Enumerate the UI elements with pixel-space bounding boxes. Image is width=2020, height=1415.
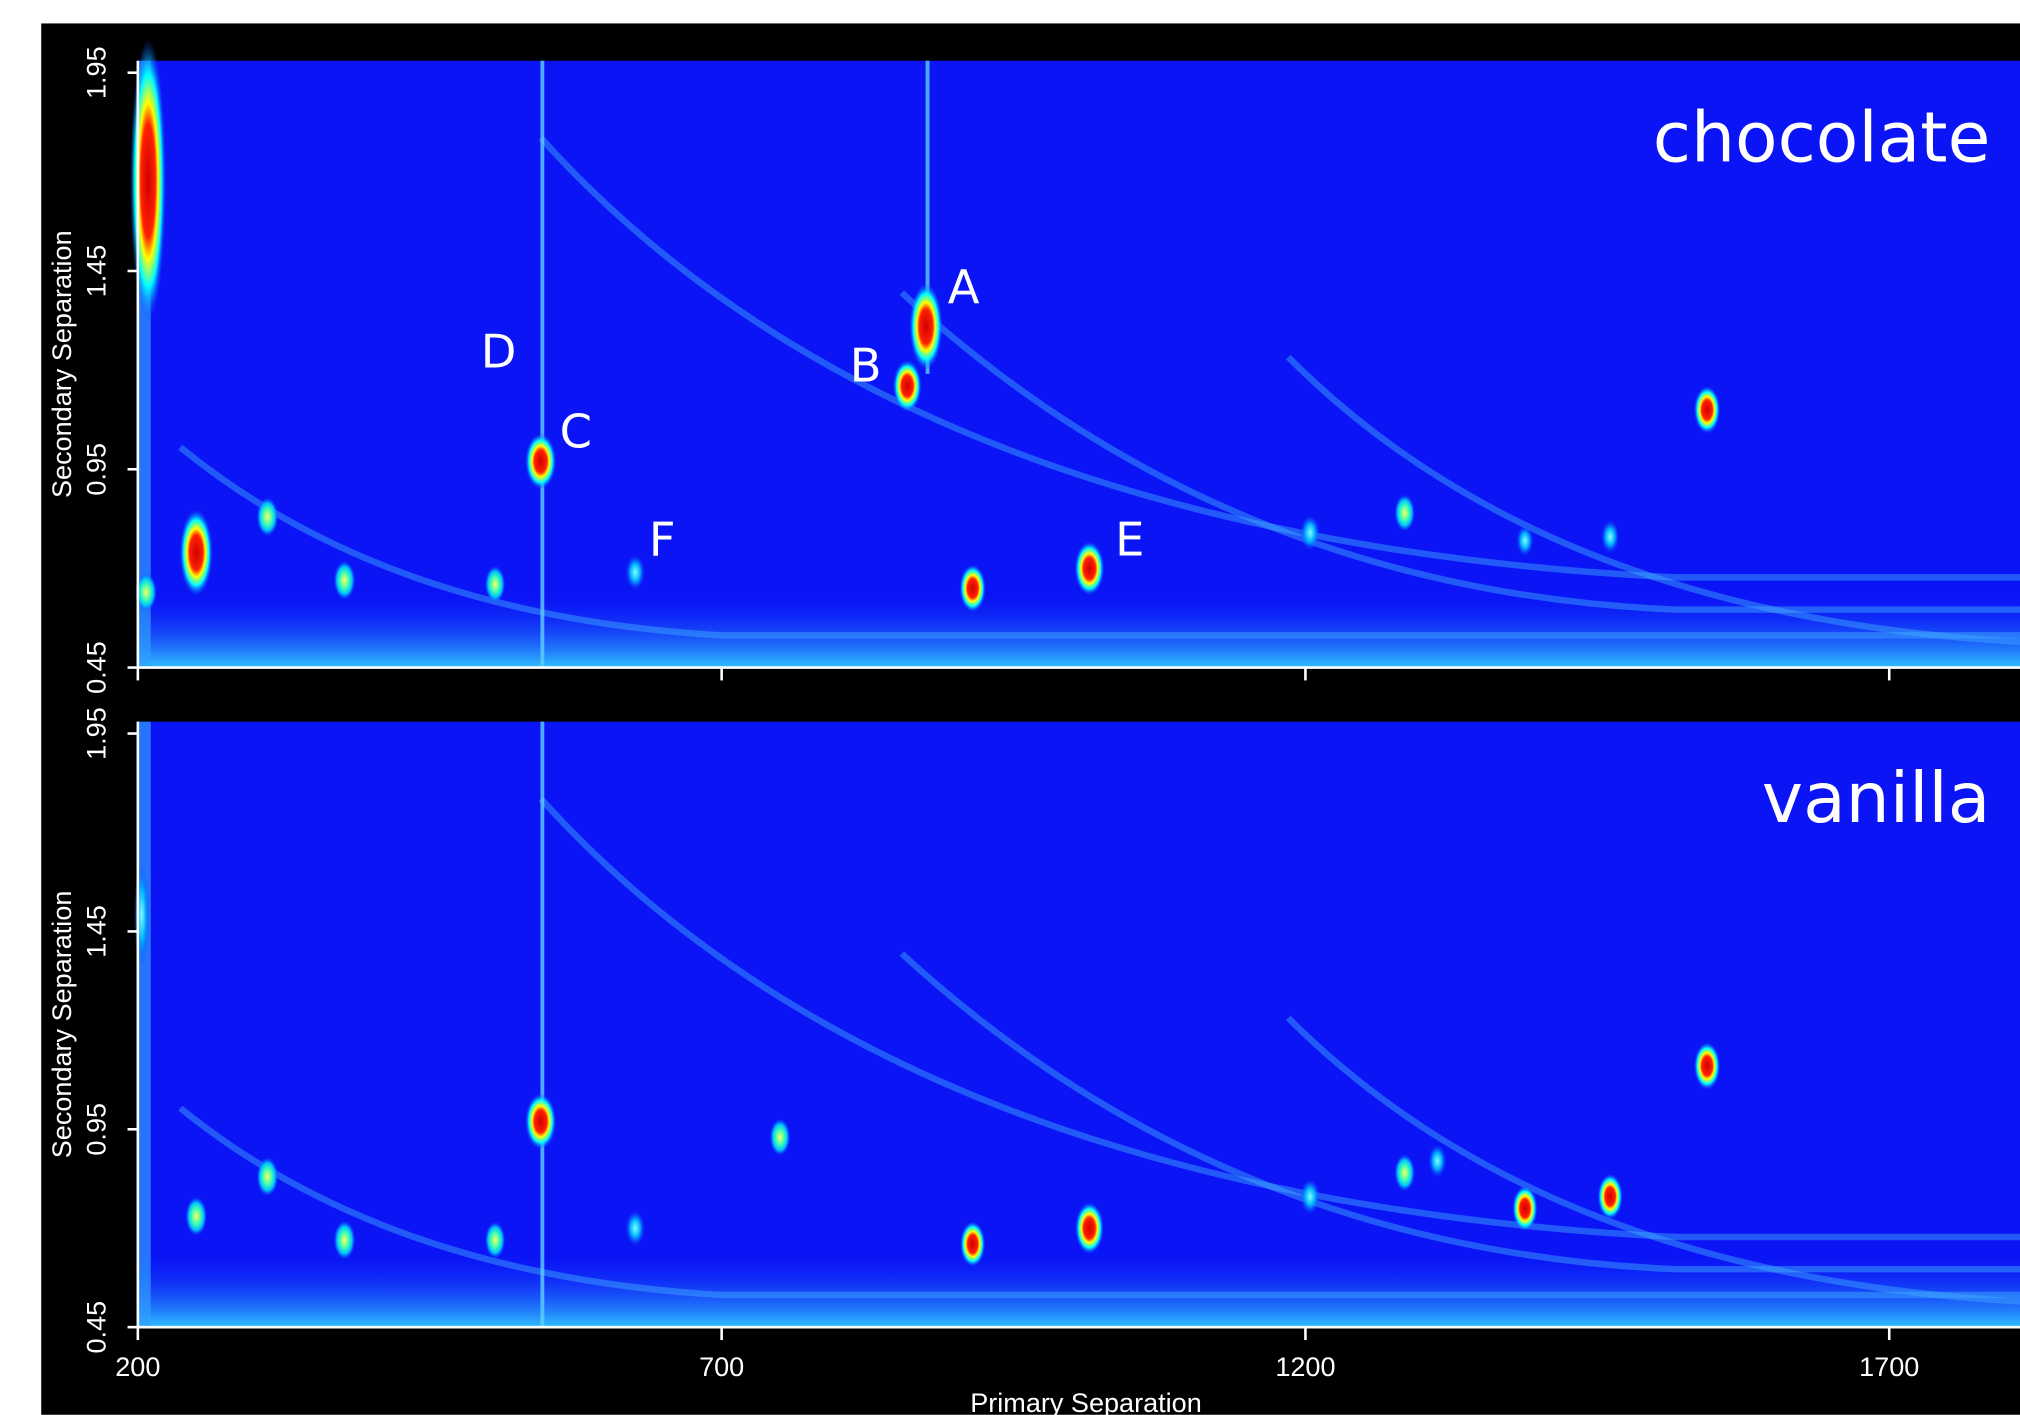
- peak: [256, 1157, 279, 1197]
- peak-annotation: A: [948, 260, 980, 314]
- peak: [1394, 494, 1416, 532]
- peak: [1075, 1202, 1104, 1255]
- peak: [1300, 515, 1320, 551]
- y-tick-label: 0.95: [82, 443, 112, 496]
- panel-title: chocolate: [1653, 97, 1991, 178]
- x-tick-label: 200: [115, 1352, 160, 1382]
- peak: [1693, 385, 1721, 434]
- bleed-curve: [1285, 1015, 2020, 1305]
- bleed-curve: [538, 796, 2020, 1241]
- bleed-curve: [1285, 354, 2020, 646]
- peak: [185, 1196, 208, 1237]
- y-tick-label: 1.45: [82, 905, 112, 958]
- peak: [1428, 1144, 1447, 1178]
- plot-panel: 0.45 0.95 1.45 1.95 200 700 1200 1700 Secondary …: [47, 707, 2020, 1415]
- peak: [625, 1210, 646, 1246]
- y-tick-label: 1.45: [82, 245, 112, 298]
- peak: [484, 1221, 506, 1259]
- bleed-curve: [178, 444, 2020, 639]
- bleed-curve: [178, 1105, 2020, 1299]
- peak: [484, 565, 506, 603]
- y-tick-label: 1.95: [82, 46, 112, 99]
- y-tick-label: 0.45: [82, 641, 112, 694]
- peak: [525, 433, 557, 490]
- x-tick-label: 1200: [1275, 1352, 1335, 1382]
- peak: [256, 497, 279, 537]
- plot-floor: [137, 590, 2020, 668]
- bleed-curve: [899, 951, 2020, 1273]
- peak: [135, 572, 157, 612]
- peak: [179, 509, 213, 597]
- plot-floor: [137, 1249, 2020, 1328]
- y-axis-label: Secondary Separation: [47, 230, 77, 498]
- peak: [959, 564, 986, 613]
- peak-annotation: E: [1115, 512, 1144, 566]
- peak-annotation: B: [850, 339, 882, 393]
- peak: [1693, 1042, 1721, 1090]
- y-axis-label: Secondary Separation: [47, 891, 77, 1159]
- peak: [892, 360, 922, 412]
- solvent-front: [137, 721, 151, 1328]
- bleed-curve: [538, 135, 2020, 581]
- panel-title: vanilla: [1762, 758, 1990, 839]
- peak-annotation: F: [649, 512, 676, 566]
- solvent-peak: [130, 38, 167, 323]
- y-tick-label: 1.95: [82, 707, 112, 760]
- peak: [959, 1221, 986, 1267]
- peak-annotation: D: [481, 324, 517, 378]
- plot-panel: 0.45 0.95 1.45 1.95 Secondary Separation choc…: [47, 38, 2020, 694]
- peak: [525, 1093, 557, 1150]
- bleed-curve: [899, 290, 2020, 613]
- peak: [1597, 1173, 1623, 1220]
- peak: [333, 560, 356, 601]
- solvent-peak: [133, 863, 150, 967]
- peak-annotation: C: [560, 404, 592, 458]
- y-tick-label: 0.95: [82, 1103, 112, 1156]
- peak: [625, 554, 646, 591]
- x-tick-label: 1700: [1859, 1352, 1919, 1382]
- peak: [1074, 541, 1105, 596]
- peak: [1512, 1185, 1538, 1232]
- peak: [1300, 1178, 1320, 1215]
- x-axis-label: Primary Separation: [970, 1388, 1202, 1415]
- x-tick-label: 700: [699, 1352, 744, 1382]
- peak: [333, 1220, 356, 1260]
- peak: [1516, 525, 1534, 557]
- peak: [909, 282, 943, 371]
- peak: [769, 1118, 791, 1156]
- y-tick-label: 0.45: [82, 1301, 112, 1354]
- peak: [1600, 520, 1620, 554]
- peak: [1394, 1154, 1416, 1192]
